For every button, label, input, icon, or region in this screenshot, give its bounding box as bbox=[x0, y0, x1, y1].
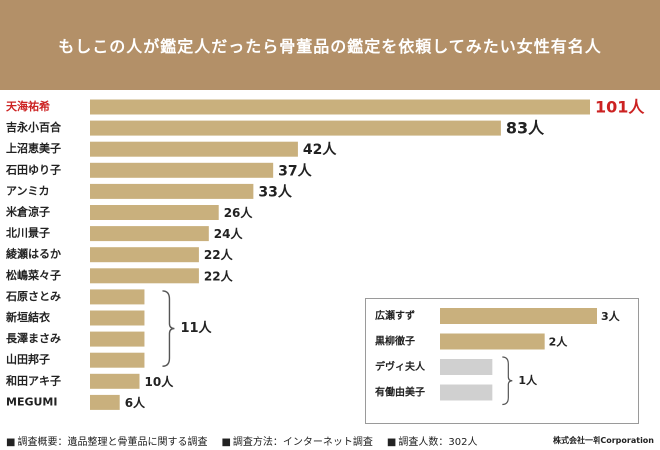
inset-bar bbox=[440, 384, 493, 401]
value-label: 22人 bbox=[204, 247, 234, 262]
inset-category-label: 黒柳徹子 bbox=[375, 335, 415, 348]
value-label: 22人 bbox=[204, 268, 234, 283]
bar bbox=[90, 394, 120, 410]
value-label: 42人 bbox=[303, 141, 337, 158]
category-label: 米倉涼子 bbox=[5, 205, 50, 219]
bar bbox=[90, 226, 209, 242]
inset-category-label: 広瀬すず bbox=[375, 309, 415, 322]
bar bbox=[90, 289, 145, 305]
value-label: 6人 bbox=[125, 395, 146, 410]
category-label: 山田邦子 bbox=[6, 352, 50, 366]
bar bbox=[90, 162, 274, 178]
inset-value-label: 3人 bbox=[601, 309, 621, 323]
category-label: 新垣結衣 bbox=[6, 310, 51, 324]
bar bbox=[90, 205, 219, 220]
chart-title: もしこの人が鑑定人だったら骨董品の鑑定を依頼してみたい女性有名人 bbox=[58, 37, 602, 56]
footer-notes: 調査概要：遺品整理と骨董品に関する調査 調査方法：インターネット調査 調査人数：… bbox=[6, 432, 654, 448]
bar bbox=[90, 183, 254, 199]
category-label: 上沼恵美子 bbox=[6, 141, 61, 155]
inset-bar bbox=[440, 359, 493, 375]
inset-bar bbox=[440, 308, 597, 324]
category-label: 石原さとみ bbox=[5, 290, 61, 303]
value-label: 37人 bbox=[278, 162, 312, 179]
category-label: 松嶋菜々子 bbox=[6, 268, 61, 282]
category-label: MEGUMI bbox=[6, 395, 57, 408]
bar bbox=[90, 99, 590, 115]
value-label: 24人 bbox=[214, 226, 244, 241]
category-label: 綾瀬はるか bbox=[6, 247, 61, 261]
inset-group-value-label: 1人 bbox=[518, 373, 538, 387]
inset-category-label: 有働由美子 bbox=[375, 386, 425, 399]
group-bracket bbox=[162, 290, 175, 367]
category-label: 天海祐希 bbox=[6, 99, 50, 113]
bar bbox=[90, 352, 145, 368]
bar bbox=[90, 310, 145, 326]
inset-group-bracket bbox=[502, 356, 513, 406]
category-label: アンミカ bbox=[6, 184, 50, 197]
group-value-label: 11人 bbox=[180, 320, 212, 336]
value-label: 83人 bbox=[506, 119, 545, 138]
category-label: 吉永小百合 bbox=[6, 120, 62, 134]
value-label: 33人 bbox=[258, 183, 292, 200]
survey-overview: 調査概要：遺品整理と骨董品に関する調査 bbox=[6, 433, 207, 448]
value-label: 101人 bbox=[595, 98, 645, 117]
bar bbox=[90, 331, 145, 347]
bar bbox=[90, 141, 298, 157]
value-label: 10人 bbox=[145, 374, 175, 389]
bar bbox=[90, 268, 199, 284]
category-label: 和田アキ子 bbox=[6, 373, 61, 387]
inset-value-label: 2人 bbox=[549, 335, 569, 349]
survey-respondents: 調査人数：302人 bbox=[387, 433, 477, 448]
inset-category-label: デヴィ夫人 bbox=[375, 360, 426, 373]
value-label: 26人 bbox=[224, 205, 254, 220]
category-label: 石田ゆり子 bbox=[5, 163, 61, 176]
company-name: 株式会社一휘Corporation bbox=[553, 435, 654, 445]
survey-method: 調査方法：インターネット調査 bbox=[221, 433, 373, 448]
category-label: 長澤まさみ bbox=[6, 331, 61, 345]
header-banner: もしこの人が鑑定人だったら骨董品の鑑定を依頼してみたい女性有名人 bbox=[0, 0, 660, 90]
inset-bar bbox=[440, 333, 545, 350]
bar bbox=[90, 247, 199, 263]
bar bbox=[90, 120, 501, 136]
bar bbox=[90, 373, 140, 389]
category-label: 北川景子 bbox=[6, 226, 50, 240]
